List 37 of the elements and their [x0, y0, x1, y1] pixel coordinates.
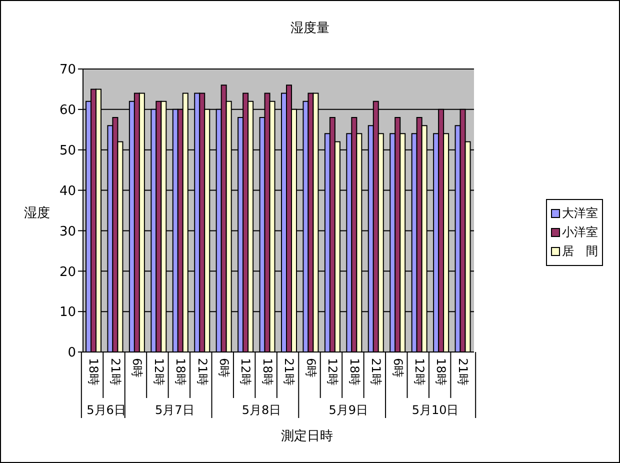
x-tick-label: 21時 — [195, 358, 210, 386]
x-tick-label: 12時 — [412, 358, 426, 386]
legend-label: 小洋室 — [562, 224, 598, 241]
y-tick-label: 0 — [68, 346, 76, 361]
x-tick-label: 21時 — [108, 358, 122, 386]
x-tick-label: 6時 — [130, 358, 144, 378]
x-tick-label: 21時 — [369, 358, 384, 386]
legend-label: 大洋室 — [562, 205, 598, 222]
y-tick-label: 10 — [59, 305, 76, 320]
x-tick-label: 6時 — [304, 358, 318, 378]
x-tick-label: 6時 — [216, 358, 231, 378]
x-tick-label: 12時 — [152, 358, 166, 386]
legend-label: 居 間 — [562, 243, 598, 260]
y-tick-label: 70 — [59, 62, 76, 78]
x-tick-label: 18時 — [174, 358, 188, 386]
x-tick-label: 21時 — [456, 358, 470, 386]
y-tick-label: 30 — [59, 224, 76, 240]
y-tick-label: 60 — [59, 103, 76, 118]
x-tick-label: 12時 — [238, 358, 253, 386]
y-tick-label: 20 — [59, 264, 76, 280]
x-tick-label: 18時 — [347, 358, 362, 386]
text: 5月6日 — [86, 403, 126, 417]
x-axis-title: 測定日時 — [280, 428, 334, 445]
x-tick-label: 12時 — [326, 358, 340, 386]
x-tick-label: 6時 — [390, 358, 405, 378]
chart-title: 湿度量 — [290, 20, 330, 37]
text: 5月7日 — [155, 403, 194, 417]
x-tick-label: 18時 — [86, 358, 101, 386]
text: 5月8日 — [242, 403, 282, 417]
x-tick-label: 18時 — [434, 358, 448, 386]
y-axis-title: 湿度 — [24, 205, 50, 222]
y-tick-label: 40 — [59, 184, 76, 199]
y-tick-label: 50 — [59, 143, 76, 158]
text: 5月9日 — [328, 403, 368, 417]
x-tick-label: 21時 — [282, 358, 296, 386]
text: 5月10日 — [412, 403, 459, 417]
x-tick-label: 18時 — [260, 358, 274, 386]
